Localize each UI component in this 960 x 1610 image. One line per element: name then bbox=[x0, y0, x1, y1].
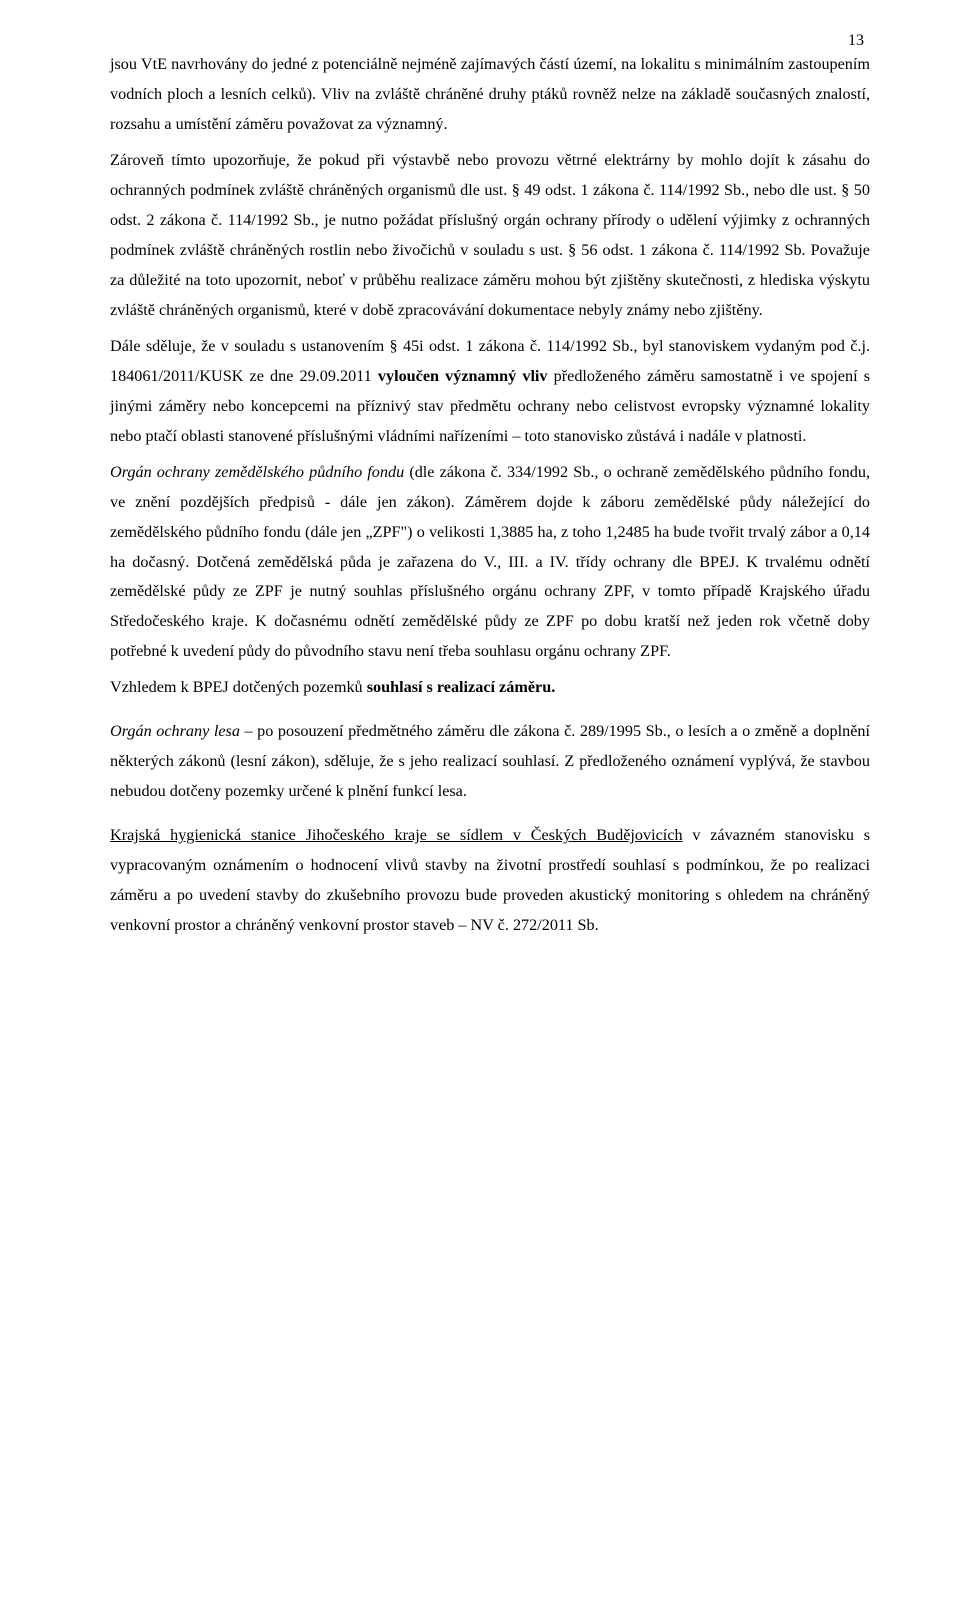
paragraph-4: Orgán ochrany zemědělského půdního fondu… bbox=[110, 458, 870, 668]
paragraph-6: Orgán ochrany lesa – po posouzení předmě… bbox=[110, 717, 870, 807]
page-number: 13 bbox=[848, 32, 864, 50]
paragraph-5-bold: souhlasí s realizací záměru. bbox=[367, 678, 556, 696]
paragraph-3: Dále sděluje, že v souladu s ustanovením… bbox=[110, 332, 870, 452]
paragraph-2: Zároveň tímto upozorňuje, že pokud při v… bbox=[110, 146, 870, 326]
paragraph-1: jsou VtE navrhovány do jedné z potenciál… bbox=[110, 50, 870, 140]
paragraph-3-bold: vyloučen významný vliv bbox=[378, 367, 548, 385]
paragraph-7: Krajská hygienická stanice Jihočeského k… bbox=[110, 821, 870, 941]
paragraph-5: Vzhledem k BPEJ dotčených pozemků souhla… bbox=[110, 673, 870, 703]
document-page: 13 jsou VtE navrhovány do jedné z potenc… bbox=[0, 0, 960, 1610]
paragraph-4-heading: Orgán ochrany zemědělského půdního fondu bbox=[110, 463, 409, 481]
paragraph-7-heading: Krajská hygienická stanice Jihočeského k… bbox=[110, 826, 683, 844]
paragraph-5-pre: Vzhledem k BPEJ dotčených pozemků bbox=[110, 678, 367, 696]
paragraph-4-body: (dle zákona č. 334/1992 Sb., o ochraně z… bbox=[110, 463, 870, 661]
paragraph-6-heading: Orgán ochrany lesa bbox=[110, 722, 240, 740]
